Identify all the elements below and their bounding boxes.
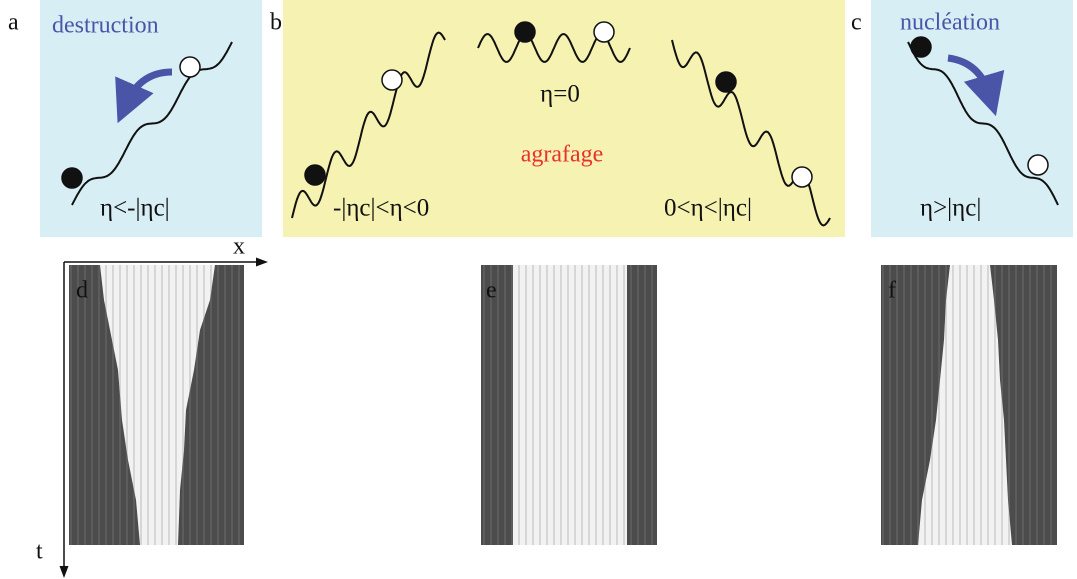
filled-ball — [62, 168, 82, 188]
empty-ball — [382, 70, 402, 90]
empty-ball — [180, 57, 200, 77]
kymograph-d: d — [69, 265, 244, 545]
empty-ball — [792, 167, 812, 187]
axis-label: x — [233, 234, 245, 260]
filled-ball — [515, 22, 535, 42]
panel-label: e — [486, 278, 497, 304]
condition: η>|ηc| — [920, 195, 981, 222]
panel-title: nucléation — [900, 10, 1000, 36]
panel-title: agrafage — [521, 142, 604, 168]
filled-ball — [716, 72, 736, 92]
filled-ball — [305, 165, 325, 185]
condition: 0<η<|ηc| — [664, 195, 752, 222]
condition: η=0 — [540, 81, 580, 108]
axis-label: t — [36, 539, 43, 565]
panel-label: f — [888, 278, 896, 304]
kymograph-e: e — [481, 265, 657, 545]
condition: η<-|ηc| — [100, 195, 170, 222]
panel-title: destruction — [52, 13, 159, 39]
empty-ball — [1028, 155, 1048, 175]
kymo-region — [513, 265, 627, 545]
figure: a destruction η<-|ηc| b agrafage -|ηc|<η… — [0, 0, 1077, 579]
panel-label: b — [270, 10, 282, 36]
panel-label: a — [8, 10, 19, 36]
condition: -|ηc|<η<0 — [333, 195, 429, 222]
empty-ball — [594, 22, 614, 42]
filled-ball — [911, 37, 931, 57]
panel-label: c — [851, 10, 862, 36]
page: {"panels": [ {"label": "a", "title": "de… — [0, 0, 1077, 579]
panel-label: d — [76, 278, 88, 304]
kymograph-f: f — [881, 265, 1057, 545]
